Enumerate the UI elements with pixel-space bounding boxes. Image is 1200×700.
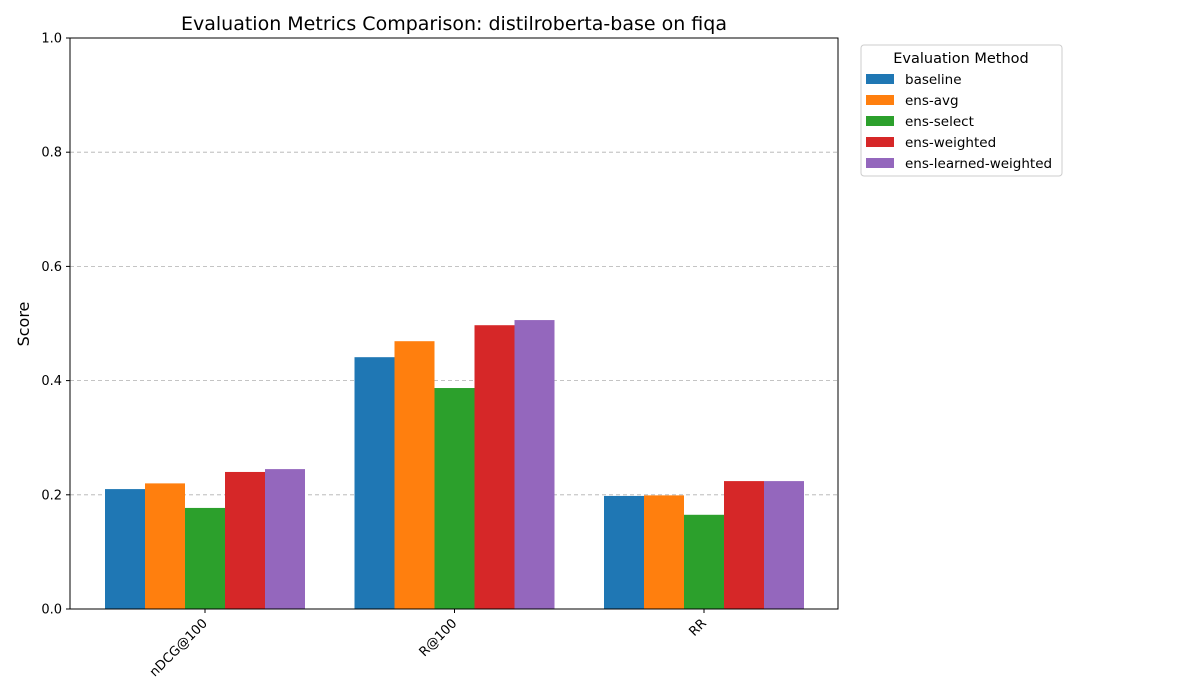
x-tick-label-1: R@100 [417,616,461,660]
bar-ens-avg-R@100 [394,341,435,609]
bars [105,320,804,609]
gridlines [70,151,838,496]
x-axis: nDCG@100 R@100 RR [147,609,710,680]
legend-title: Evaluation Method [893,51,1029,67]
bar-ens-learned-weighted-RR [764,481,804,609]
x-tick-label-0: nDCG@100 [147,616,211,680]
bar-baseline-nDCG@100 [105,489,145,609]
legend-swatch-ens-learned-weighted [866,158,894,168]
bar-ens-learned-weighted-R@100 [514,320,555,609]
y-tick-label-2: 0.4 [41,374,62,389]
bar-ens-learned-weighted-nDCG@100 [265,469,305,609]
y-tick-label-0: 0.0 [41,603,62,618]
bar-baseline-R@100 [354,357,395,609]
x-tick-label-2: RR [686,616,709,639]
legend-swatch-ens-avg [866,95,894,105]
legend-swatch-ens-select [866,116,894,126]
y-axis-title: Score [14,302,33,347]
legend-items: baseline ens-avg ens-select ens-weighted ens… [866,72,1052,172]
legend-label-ens-select: ens-select [905,114,974,130]
legend-label-ens-learned-weighted: ens-learned-weighted [905,156,1052,172]
chart-title: Evaluation Metrics Comparison: distilrob… [181,13,727,35]
bar-ens-weighted-R@100 [474,325,515,609]
legend-swatch-baseline [866,74,894,84]
bar-ens-avg-RR [644,495,684,609]
y-tick-label-3: 0.6 [41,260,62,275]
y-axis: 0.0 0.2 0.4 0.6 0.8 1.0 [41,32,70,618]
legend-label-baseline: baseline [905,72,962,88]
bar-baseline-RR [604,495,644,609]
bar-ens-select-R@100 [434,388,475,609]
y-tick-label-5: 1.0 [41,32,62,47]
legend-label-ens-weighted: ens-weighted [905,135,996,151]
y-tick-label-1: 0.2 [41,488,62,503]
legend-frame [860,44,1063,177]
y-tick-label-4: 0.8 [41,146,62,161]
bar-ens-select-nDCG@100 [185,507,225,609]
bar-ens-weighted-nDCG@100 [225,471,265,609]
bar-ens-avg-nDCG@100 [145,483,185,609]
bar-ens-weighted-RR [724,481,764,609]
legend-swatch-ens-weighted [866,137,894,147]
legend: Evaluation Method baseline ens-avg ens-sel… [860,44,1063,177]
bar-ens-select-RR [684,514,724,609]
legend-label-ens-avg: ens-avg [905,93,959,109]
